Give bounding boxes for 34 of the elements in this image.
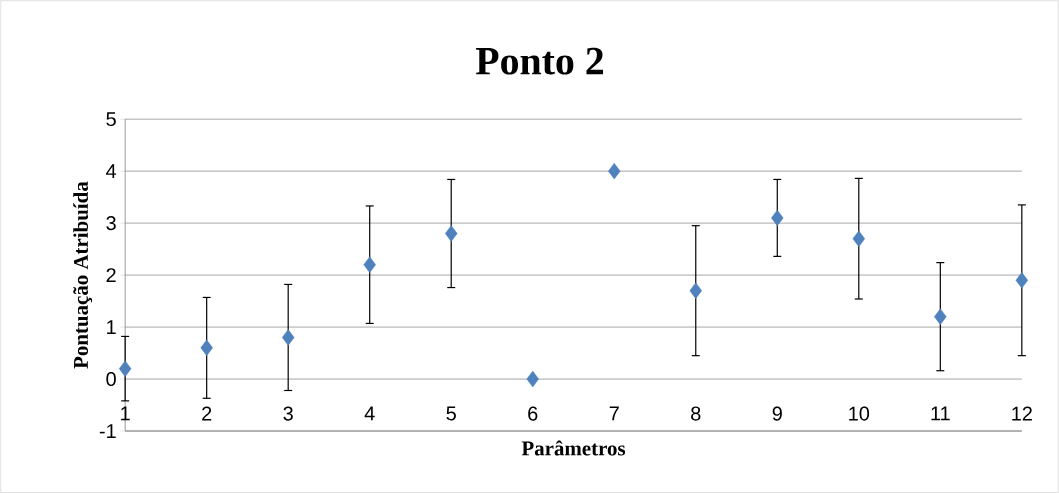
x-axis-title: Parâmetros [521,440,626,456]
y-tick-label: 1 [107,320,116,334]
y-tick-label: 0 [106,371,116,386]
x-tick-label: 3 [283,406,293,421]
point [689,282,702,299]
x-tick-label: 7 [609,406,619,421]
x-tick-label: 6 [528,406,538,421]
x-tick-label: 12 [1012,406,1032,421]
y-tick-label: 5 [106,112,116,126]
y-axis-title: Pontuação Atribuída [73,181,93,369]
point [1015,271,1029,289]
x-tick-label: 9 [772,406,782,421]
point [118,360,132,377]
point [445,225,458,242]
point [771,209,784,227]
y-tick-label: 2 [106,268,116,282]
point [363,256,376,273]
y-tick-label: -1 [99,424,116,438]
chart-title: Ponto 2 [475,47,604,75]
x-tick-label: 5 [446,406,456,421]
point [526,370,539,388]
x-tick-label: 11 [931,406,950,421]
x-tick-label: 2 [202,406,212,421]
point [934,308,947,325]
x-tick-label: 8 [691,406,701,421]
x-tick-label: 1 [121,406,130,421]
point [852,230,865,247]
x-tick-label: 10 [849,406,870,421]
point [281,329,295,346]
point [608,162,621,180]
y-tick-label: 3 [106,215,116,231]
point [200,339,213,356]
y-tick-label: 4 [106,164,117,178]
x-tick-label: 4 [364,406,375,421]
